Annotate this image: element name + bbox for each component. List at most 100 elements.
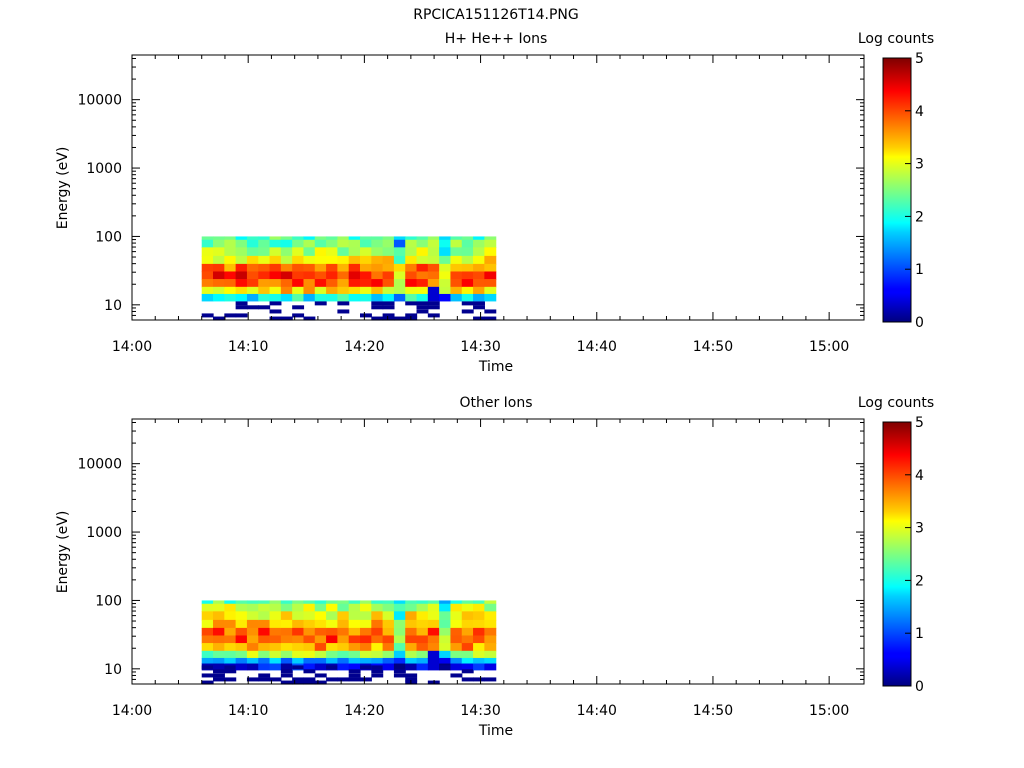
spectrogram-cell [224, 600, 237, 605]
spectrogram-cell [303, 635, 316, 644]
spectrogram-cell [416, 293, 429, 302]
spectrogram-cell [235, 650, 248, 659]
spectrogram-cell [393, 271, 406, 280]
spectrogram-cell [213, 600, 225, 605]
spectrogram-cell [326, 677, 338, 682]
spectrogram-cell [382, 635, 395, 644]
spectrogram-cell [382, 286, 395, 295]
spectrogram-cell [450, 650, 463, 659]
spectrogram-cell [450, 600, 463, 605]
spectrogram-cells [201, 236, 497, 321]
spectrogram-cell [382, 301, 395, 306]
spectrogram-cell [473, 663, 485, 671]
spectrogram-cell [461, 677, 474, 682]
spectrogram-cell [280, 239, 293, 248]
spectrogram-cell [235, 611, 248, 621]
spectrogram-cell [473, 603, 485, 612]
spectrogram-cell [371, 247, 384, 257]
spectrogram-cell [484, 236, 497, 241]
spectrogram-cell [427, 650, 440, 659]
spectrogram-cell [224, 279, 237, 288]
spectrogram-cell [348, 600, 361, 605]
spectrogram-cell [439, 293, 452, 302]
spectrogram-cell [224, 627, 237, 637]
spectrogram-cell [201, 236, 214, 241]
spectrogram-cell [416, 611, 429, 621]
spectrogram-cell [360, 635, 372, 644]
spectrogram-cell [484, 316, 497, 321]
spectrogram-cell [337, 603, 350, 612]
spectrogram-cell [450, 247, 463, 257]
colorbar-ticks: 0 1 2 3 4 5 [905, 51, 924, 331]
spectrogram-cell [201, 600, 214, 605]
spectrogram-cell [314, 650, 327, 659]
spectrogram-cell [348, 247, 361, 257]
spectrogram-cell [427, 663, 440, 671]
y-tick-label: 10000 [77, 93, 122, 109]
spectrogram-cell [393, 627, 406, 637]
spectrogram-cell [461, 657, 474, 665]
spectrogram-cell [246, 305, 259, 310]
spectrogram-cell [201, 619, 214, 629]
panel-title: Other Ions [459, 395, 532, 411]
spectrogram-cell [393, 286, 406, 295]
spectrogram-cell [258, 286, 271, 295]
spectrogram-cell [382, 603, 395, 612]
spectrogram-cell [337, 619, 350, 629]
x-tick-label: 14:40 [577, 703, 617, 719]
spectrogram-cell [280, 263, 293, 273]
spectrogram-cell [405, 635, 418, 644]
spectrogram-cell [416, 247, 429, 257]
spectrogram-cell [269, 657, 282, 665]
y-tick-label: 10000 [77, 457, 122, 473]
spectrogram-cell [224, 271, 237, 280]
spectrogram-cell [292, 600, 305, 605]
spectrogram-cell [280, 635, 293, 644]
spectrogram-cell [292, 611, 305, 621]
spectrogram-cell [371, 619, 384, 629]
spectrogram-cell [405, 239, 418, 248]
spectrogram-cell [269, 316, 282, 321]
spectrogram-cell [348, 293, 361, 302]
spectrogram-cell [450, 279, 463, 288]
spectrogram-cell [292, 603, 305, 612]
spectrogram-cell [416, 286, 429, 295]
spectrogram-cell [337, 611, 350, 621]
x-axis: 14:00 14:10 14:20 14:30 14:40 14:50 15:00 [112, 55, 849, 355]
spectrogram-cell [201, 650, 214, 659]
spectrogram-cell [337, 286, 350, 295]
spectrogram-cell [473, 600, 485, 605]
spectrogram-cell [427, 263, 440, 273]
spectrogram-cell [371, 286, 384, 295]
spectrogram-cell [439, 611, 452, 621]
spectrogram-cell [292, 627, 305, 637]
spectrogram-cell [461, 236, 474, 241]
spectrogram-cell [258, 271, 271, 280]
spectrogram-cell [258, 279, 271, 288]
spectrogram-cell [213, 316, 225, 321]
spectrogram-cell [348, 635, 361, 644]
spectrogram-cell [269, 286, 282, 295]
spectrogram-cell [371, 627, 384, 637]
spectrogram-cell [382, 650, 395, 659]
spectrogram-cell [473, 286, 485, 295]
spectrogram-cell [405, 673, 418, 678]
plot-frame [131, 418, 865, 685]
spectrogram-cell [461, 627, 474, 637]
spectrogram-cell [360, 286, 372, 295]
spectrogram-cell [348, 673, 361, 678]
spectrogram-cell [473, 279, 485, 288]
spectrogram-cell [439, 635, 452, 644]
spectrogram-cell [326, 239, 338, 248]
spectrogram-cell [201, 673, 214, 678]
spectrogram-cell [439, 247, 452, 257]
spectrogram-cell [258, 255, 271, 265]
spectrogram-cell [450, 603, 463, 612]
spectrogram-cell [246, 600, 259, 605]
spectrogram-cell [348, 650, 361, 659]
spectrogram-cell [473, 635, 485, 644]
spectrogram-cell [393, 236, 406, 241]
spectrogram-cell [393, 316, 406, 321]
x-axis-label: Time [478, 723, 513, 739]
